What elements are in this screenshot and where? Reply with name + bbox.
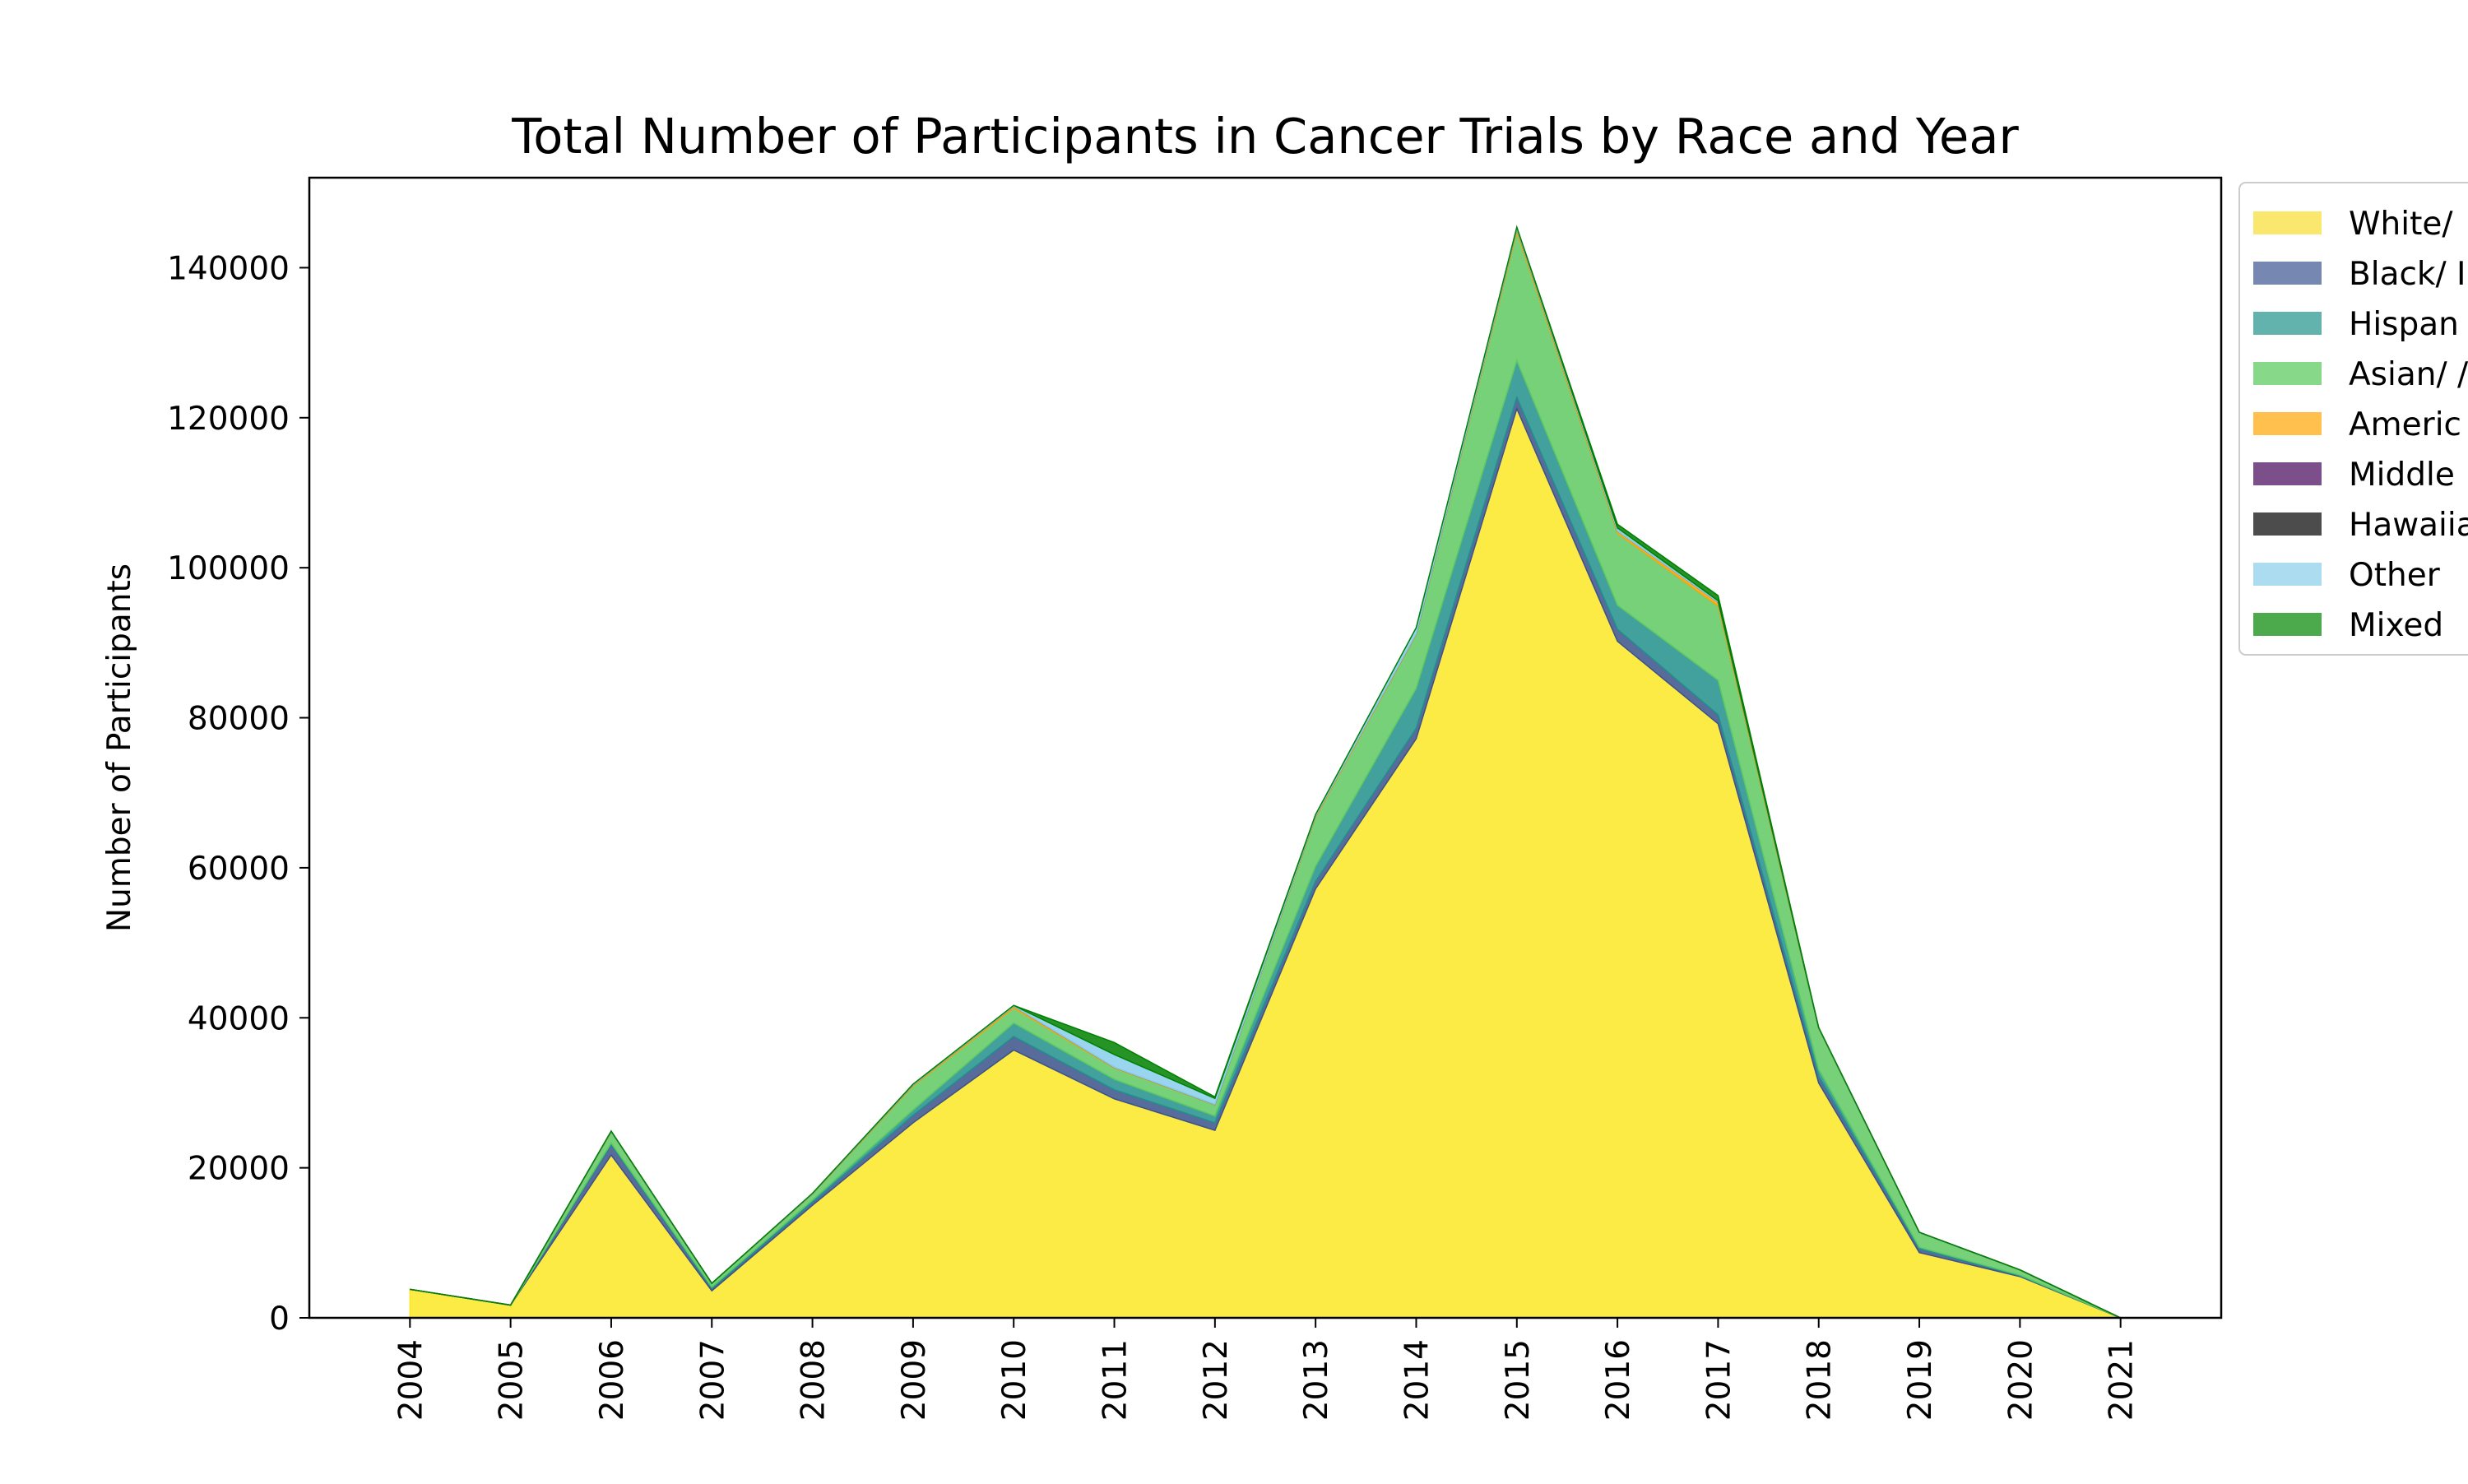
legend-box bbox=[2238, 182, 2468, 656]
legend-swatch bbox=[2253, 262, 2322, 285]
y-tick-label: 80000 bbox=[188, 701, 290, 738]
legend-label: Black/ I bbox=[2349, 256, 2466, 293]
y-tick-label: 100000 bbox=[167, 550, 290, 587]
x-tick-label: 2015 bbox=[1500, 1339, 1537, 1421]
legend-label: White/ bbox=[2349, 206, 2453, 243]
x-tick-label: 2005 bbox=[494, 1339, 531, 1421]
y-axis: 0 20000 40000 60000 80000 100000 120000 140000 bbox=[167, 250, 309, 1338]
legend-label: Mixed bbox=[2349, 607, 2443, 644]
legend-swatch bbox=[2253, 563, 2322, 586]
chart-title: Total Number of Participants in Cancer T… bbox=[511, 108, 2019, 165]
x-tick-label: 2006 bbox=[594, 1339, 631, 1421]
x-tick-label: 2009 bbox=[896, 1339, 933, 1421]
x-tick-label: 2008 bbox=[796, 1339, 833, 1421]
x-tick-label: 2020 bbox=[2002, 1339, 2039, 1421]
x-tick-label: 2011 bbox=[1097, 1339, 1134, 1421]
y-tick-label: 20000 bbox=[188, 1151, 290, 1188]
x-tick-label: 2016 bbox=[1600, 1339, 1637, 1421]
plot-frame bbox=[308, 176, 2223, 1319]
legend-swatch bbox=[2253, 512, 2322, 536]
x-tick-label: 2013 bbox=[1298, 1339, 1335, 1421]
y-tick-label: 60000 bbox=[188, 851, 290, 888]
y-tick-label: 120000 bbox=[167, 401, 290, 438]
x-tick-label: 2010 bbox=[996, 1339, 1033, 1421]
x-tick-label: 2017 bbox=[1700, 1339, 1737, 1421]
legend-label: Hispan bbox=[2349, 306, 2459, 343]
x-tick-label: 2014 bbox=[1399, 1339, 1436, 1421]
x-tick-label: 2007 bbox=[694, 1339, 731, 1421]
y-tick-label: 0 bbox=[269, 1301, 290, 1338]
area-series-0 bbox=[409, 406, 2121, 1319]
legend-label: Americ bbox=[2349, 406, 2461, 443]
legend-swatch bbox=[2253, 613, 2322, 636]
x-tick-label: 2021 bbox=[2104, 1339, 2141, 1421]
legend-label: Middle bbox=[2349, 457, 2455, 494]
legend-label: Asian/ / bbox=[2349, 356, 2468, 393]
legend-swatch bbox=[2253, 211, 2322, 234]
x-tick-label: 2019 bbox=[1902, 1339, 1939, 1421]
legend-label: Hawaiia bbox=[2349, 507, 2468, 544]
y-axis-label: Number of Participants bbox=[101, 563, 138, 932]
legend: White/Black/ I Hispan Asian/ / Americ Middle… bbox=[2238, 182, 2468, 656]
x-tick-label: 2004 bbox=[392, 1339, 429, 1421]
y-tick-label: 140000 bbox=[167, 250, 290, 287]
legend-swatch bbox=[2253, 312, 2322, 335]
x-axis: 2004 2005 2006 2007 2008 2009 2010 2011 2012 2013… bbox=[392, 1318, 2141, 1421]
legend-swatch bbox=[2253, 412, 2322, 435]
x-tick-label: 2012 bbox=[1198, 1339, 1235, 1421]
legend-swatch bbox=[2253, 362, 2322, 385]
legend-swatch bbox=[2253, 462, 2322, 485]
x-tick-label: 2018 bbox=[1802, 1339, 1839, 1421]
y-tick-label: 40000 bbox=[188, 1000, 290, 1037]
legend-label: Other bbox=[2349, 557, 2441, 594]
areas-layer bbox=[409, 225, 2122, 1319]
